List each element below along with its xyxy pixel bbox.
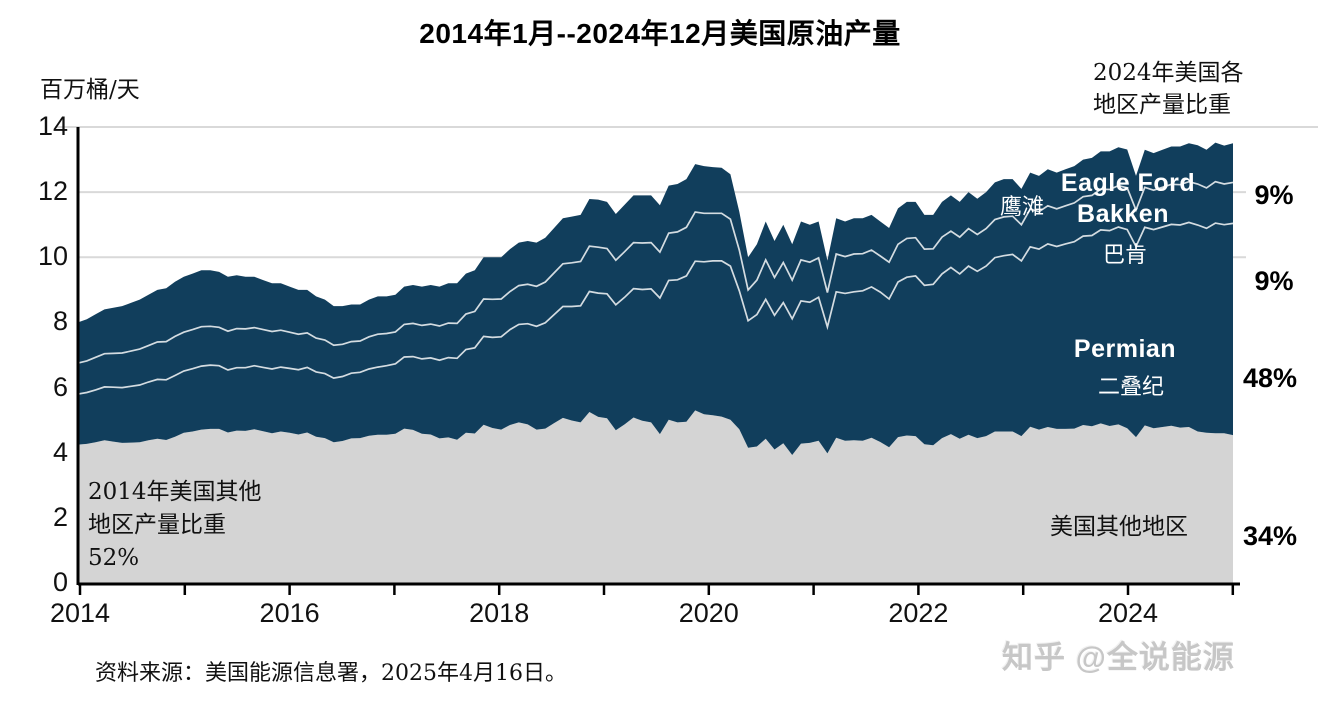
watermark: 知乎 @全说能源	[1002, 640, 1235, 675]
y-tick-label-14: 14	[37, 111, 68, 141]
note-2014-other-share: 2014年美国其他 地区产量比重 52%	[88, 476, 262, 575]
other-regions-label: 美国其他地区	[1050, 514, 1188, 540]
permian-label-zh: 二叠纪	[1097, 375, 1165, 400]
share-bakken: 9%	[1254, 266, 1294, 296]
y-tick-label-10: 10	[37, 241, 68, 272]
area-shale-total	[78, 142, 1233, 455]
x-tick-label-2020: 2020	[678, 598, 739, 628]
boundary-permian-top	[77, 221, 1234, 395]
y-tick-label-12: 12	[37, 176, 68, 207]
source-note: 资料来源：美国能源信息署，2025年4月16日。	[95, 661, 567, 686]
bakken-label-zh: 巴肯	[1102, 243, 1148, 268]
y-tick-label-2: 2	[52, 501, 68, 532]
y-tick-label-0: 0	[52, 567, 68, 597]
note-line2: 地区产量比重	[88, 512, 226, 538]
x-tick-label-2016: 2016	[259, 598, 320, 628]
note-line1: 2014年美国其他	[88, 479, 262, 505]
right-legend-header-line2: 地区产量比重	[1093, 92, 1231, 118]
x-tick-label-2022: 2022	[888, 598, 949, 628]
right-legend-header-line1: 2024年美国各	[1093, 60, 1244, 86]
share-permian: 48%	[1242, 363, 1298, 393]
share-other: 34%	[1242, 521, 1298, 551]
share-eagle-ford: 9%	[1254, 180, 1294, 210]
x-tick-label-2024: 2024	[1097, 598, 1159, 628]
note-line3: 52%	[88, 545, 140, 571]
x-tick-label-2014: 2014	[49, 598, 111, 628]
y-tick-label-4: 4	[52, 436, 68, 467]
x-tick-label-2018: 2018	[469, 598, 530, 628]
area-other-regions	[78, 410, 1233, 583]
permian-label: Permian	[1073, 335, 1177, 363]
page-title: 2014年1月--2024年12月美国原油产量	[419, 18, 901, 49]
boundary-bakken-top	[77, 180, 1234, 364]
eagle-ford-label: Eagle Ford	[1060, 169, 1196, 197]
y-tick-label-8: 8	[52, 306, 68, 337]
eagle-ford-label-zh: 鹰滩	[999, 195, 1045, 220]
right-legend-header: 2024年美国各 地区产量比重	[1093, 57, 1244, 121]
y-tick-label-6: 6	[52, 371, 68, 402]
bakken-label: Bakken	[1077, 200, 1169, 228]
y-axis-unit-label: 百万桶/天	[40, 77, 140, 103]
